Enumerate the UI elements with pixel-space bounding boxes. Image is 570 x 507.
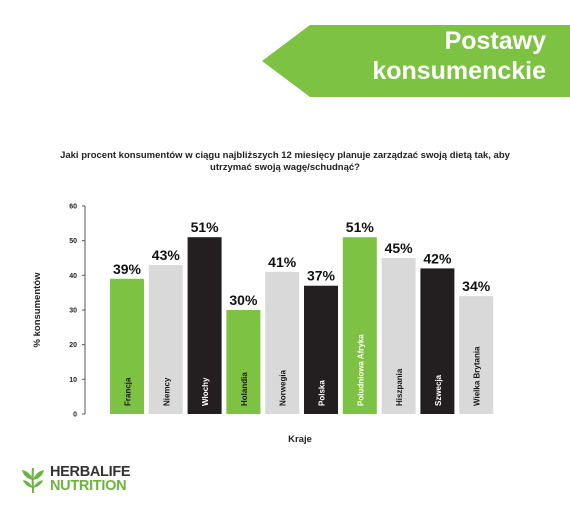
bar <box>226 310 261 414</box>
bar-value-label: 51% <box>191 219 220 235</box>
bar-value-label: 30% <box>229 292 258 308</box>
category-label: Holandia <box>240 372 249 406</box>
y-tick-label: 20 <box>69 342 77 349</box>
bar <box>110 278 144 414</box>
bar <box>459 296 494 414</box>
page-title: Postawy konsumenckie <box>372 27 546 85</box>
bar-value-label: 39% <box>113 261 142 277</box>
y-tick-label: 60 <box>69 204 77 211</box>
y-tick-label: 50 <box>69 238 77 245</box>
y-tick-label: 10 <box>69 377 77 384</box>
banner-shape <box>262 25 570 97</box>
bar <box>342 237 377 414</box>
bar-value-label: 41% <box>268 254 297 270</box>
bar-value-label: 45% <box>385 240 414 256</box>
bar-value-label: 43% <box>152 247 181 263</box>
chart-question: Jaki procent konsumentów w ciągu najbliż… <box>60 150 510 173</box>
category-label: Szwecja <box>434 374 443 406</box>
y-tick-label: 0 <box>73 412 77 419</box>
category-label: Południowa Afryka <box>356 334 365 406</box>
y-axis-title: % konsumentów <box>32 272 43 348</box>
x-axis-title: Kraje <box>288 434 312 445</box>
category-label: Polska <box>318 380 327 406</box>
bar <box>148 264 183 414</box>
header-banner <box>262 25 570 97</box>
bar-value-label: 51% <box>346 219 375 235</box>
bar <box>304 285 338 414</box>
logo-line-1: HERBALIFE <box>50 464 131 480</box>
bar-value-label: 34% <box>462 278 491 294</box>
bar <box>420 268 455 414</box>
category-label: Niemcy <box>162 377 171 406</box>
category-label: Hiszpania <box>395 368 404 406</box>
herbalife-logo: HERBALIFE NUTRITION <box>20 464 180 494</box>
bar <box>265 271 300 414</box>
bar <box>381 258 416 414</box>
y-tick-label: 40 <box>69 273 77 280</box>
leaf-logo-icon <box>22 467 44 494</box>
bar-value-label: 37% <box>307 268 336 284</box>
logo-line-2: NUTRITION <box>50 477 127 494</box>
y-tick-label: 30 <box>69 308 77 315</box>
category-label: Norwegia <box>279 369 288 406</box>
bar-value-label: 42% <box>423 250 452 266</box>
category-label: Wielka Brytania <box>473 346 482 406</box>
bar <box>187 237 222 414</box>
category-label: Włochy <box>201 377 210 406</box>
category-label: Francja <box>124 377 133 406</box>
